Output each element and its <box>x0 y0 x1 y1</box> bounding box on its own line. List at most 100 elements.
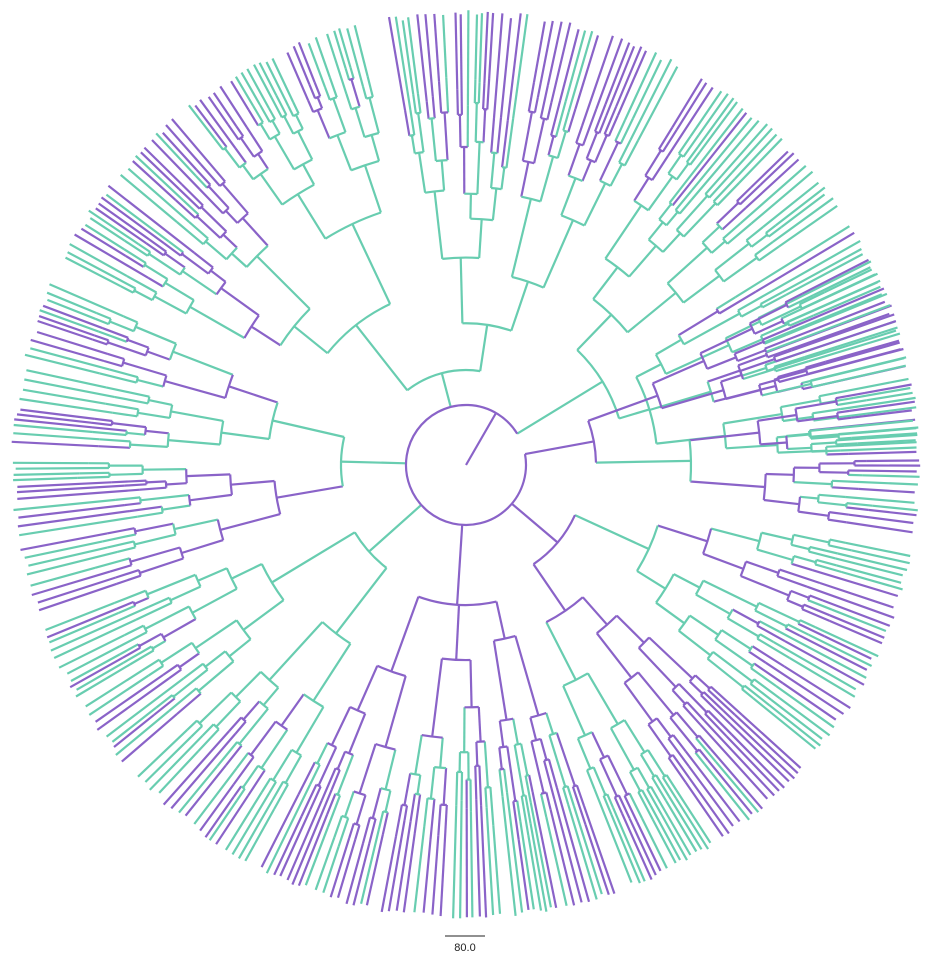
tree-branch <box>765 339 796 353</box>
tree-branch <box>575 784 586 807</box>
tree-branch <box>618 139 632 163</box>
tree-branch <box>111 706 157 743</box>
tree-branch <box>329 837 351 898</box>
tree-branch <box>556 130 567 159</box>
tree-branch <box>704 175 723 195</box>
tree-branch <box>816 558 837 567</box>
tree-branch <box>583 182 607 226</box>
tree-branch <box>846 506 869 511</box>
tree-branch <box>116 574 142 585</box>
tree-branch <box>95 311 112 320</box>
tree-branch <box>130 443 168 448</box>
tree-branch <box>296 193 327 240</box>
tree-branch <box>603 793 608 797</box>
tree-branch <box>745 226 764 242</box>
tree-branch <box>665 774 678 791</box>
tree-branch <box>168 597 173 604</box>
tree-branch <box>846 521 913 534</box>
tree-branch <box>582 805 616 894</box>
tree-branch <box>133 289 153 302</box>
tree-branch <box>262 686 280 706</box>
tree-branch <box>98 330 128 343</box>
tree-branch <box>350 78 361 108</box>
tree-branch <box>765 661 845 715</box>
tree-branch <box>236 741 243 747</box>
tree-branch <box>495 601 506 639</box>
tree-branch <box>241 217 269 247</box>
tree-branch <box>805 360 827 369</box>
tree-branch <box>345 93 353 110</box>
tree-branch <box>658 203 673 220</box>
tree-branch <box>424 14 434 97</box>
tree-branch <box>20 532 108 551</box>
tree-branch <box>462 322 512 332</box>
tree-branch <box>384 749 397 790</box>
tree-branch <box>776 376 781 383</box>
tree-branch <box>699 352 709 370</box>
tree-branch <box>237 799 274 859</box>
tree-branch <box>90 421 112 427</box>
tree-branch <box>605 45 636 117</box>
tree-branch <box>651 774 657 779</box>
tree-branch <box>633 177 650 202</box>
tree-branch <box>474 765 478 800</box>
tree-branch <box>574 514 650 550</box>
tree-branch <box>280 693 305 727</box>
tree-branch <box>614 119 626 142</box>
tree-branch <box>70 653 121 682</box>
tree-branch <box>292 45 311 85</box>
tree-branch <box>632 59 663 119</box>
tree-branch <box>207 96 229 126</box>
tree-branch <box>409 109 416 136</box>
tree-branch <box>79 471 110 475</box>
tree-branch <box>539 793 548 818</box>
tree-branch <box>134 154 185 202</box>
tree-branch <box>162 504 191 511</box>
tree-branch <box>164 380 226 399</box>
tree-branch <box>811 449 841 453</box>
tree-branch <box>196 215 221 239</box>
tree-branch <box>186 719 198 731</box>
tree-branch <box>151 139 201 190</box>
tree-branch <box>675 82 708 131</box>
tree-branch <box>836 399 867 407</box>
tree-branch <box>122 645 153 664</box>
tree-branch <box>171 118 218 172</box>
tree-branch <box>368 504 422 553</box>
tree-branch <box>272 419 345 439</box>
tree-branch <box>707 709 733 736</box>
tree-branch <box>469 193 472 219</box>
tree-branch <box>593 103 607 132</box>
tree-branch <box>146 480 166 484</box>
tree-branch <box>794 408 799 422</box>
tree-branch <box>478 765 483 806</box>
tree-branch <box>227 123 240 141</box>
tree-branch <box>527 834 543 911</box>
tree-branch <box>114 276 137 290</box>
tree-branch <box>803 603 831 617</box>
tree-branch <box>655 601 686 625</box>
tree-branch <box>593 788 633 883</box>
tree-branch <box>763 498 800 506</box>
tree-branch <box>204 650 226 668</box>
tree-branch <box>250 720 277 756</box>
tree-branch <box>529 802 552 908</box>
tree-branch <box>312 643 352 702</box>
tree-branch <box>758 384 763 396</box>
tree-branch <box>491 188 498 221</box>
tree-branch <box>302 163 316 186</box>
tree-branch <box>529 823 548 912</box>
tree-branch <box>164 252 186 269</box>
tree-branch <box>829 619 883 645</box>
tree-branch <box>221 183 249 215</box>
tree-branch <box>123 624 145 637</box>
tree-branch <box>125 254 145 268</box>
tree-branch <box>560 177 577 216</box>
tree-branch <box>868 508 917 517</box>
tree-branch <box>581 160 593 182</box>
tree-branch <box>524 440 594 456</box>
tree-branch <box>780 318 785 325</box>
tree-branch <box>168 240 184 254</box>
tree-branch <box>694 751 706 765</box>
tree-branch <box>671 183 691 206</box>
